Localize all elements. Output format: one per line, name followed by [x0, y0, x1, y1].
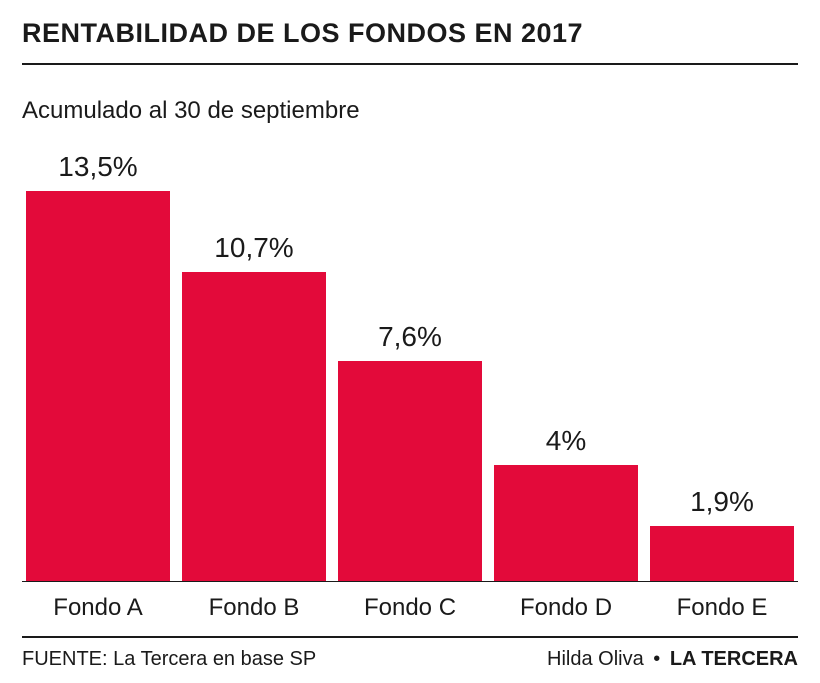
bar: [650, 526, 794, 581]
bar-column: 1,9%: [650, 135, 794, 581]
credit-separator: •: [653, 648, 660, 670]
source-block: FUENTE: La Tercera en base SP: [22, 648, 316, 671]
bar: [26, 191, 170, 581]
bar-value-label: 1,9%: [690, 486, 754, 518]
chart-subtitle: Acumulado al 30 de septiembre: [22, 97, 798, 125]
bar-column: 13,5%: [26, 135, 170, 581]
bar-category-label: Fondo B: [182, 594, 326, 622]
title-spacer: [22, 65, 798, 97]
bar-category-label: Fondo C: [338, 594, 482, 622]
credit-publication: LA TERCERA: [670, 648, 798, 670]
bar-value-label: 13,5%: [58, 151, 137, 183]
bar-value-label: 10,7%: [214, 232, 293, 264]
bar-value-label: 7,6%: [378, 321, 442, 353]
bar-category-label: Fondo E: [650, 594, 794, 622]
source-label: FUENTE:: [22, 648, 108, 670]
bar: [182, 272, 326, 581]
credit-block: Hilda Oliva • LA TERCERA: [547, 648, 798, 671]
bar-category-label: Fondo A: [26, 594, 170, 622]
bar: [494, 465, 638, 581]
bar-labels-row: Fondo A Fondo B Fondo C Fondo D Fondo E: [22, 582, 798, 638]
bar-column: 4%: [494, 135, 638, 581]
bar-chart: 13,5% 10,7% 7,6% 4% 1,9%: [22, 135, 798, 582]
bar-column: 10,7%: [182, 135, 326, 581]
bar: [338, 361, 482, 581]
source-text: La Tercera en base SP: [113, 648, 316, 670]
chart-title: RENTABILIDAD DE LOS FONDOS EN 2017: [22, 18, 798, 65]
bar-category-label: Fondo D: [494, 594, 638, 622]
chart-page: RENTABILIDAD DE LOS FONDOS EN 2017 Acumu…: [0, 0, 820, 683]
credit-author: Hilda Oliva: [547, 648, 644, 670]
bar-value-label: 4%: [546, 425, 586, 457]
bar-column: 7,6%: [338, 135, 482, 581]
chart-footer: FUENTE: La Tercera en base SP Hilda Oliv…: [22, 638, 798, 671]
